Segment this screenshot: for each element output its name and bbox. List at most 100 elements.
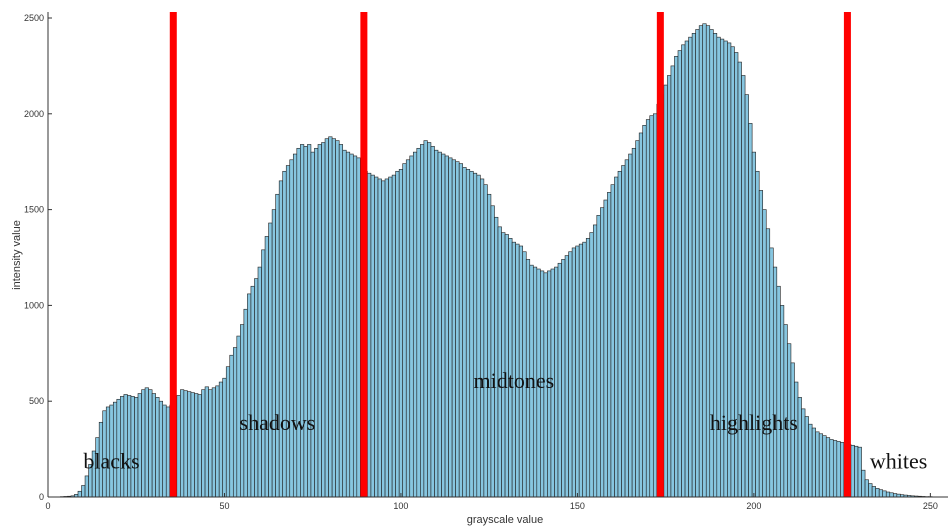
histogram-bar (758, 190, 764, 498)
histogram-bar (568, 251, 573, 498)
histogram-bar (367, 172, 372, 498)
histogram-bar (769, 247, 774, 498)
histogram-bar (614, 176, 619, 498)
histogram-bars (60, 23, 944, 498)
histogram-bar (578, 243, 584, 498)
histogram-bar (127, 395, 132, 498)
histogram-bar (487, 193, 492, 498)
x-tick-label: 250 (923, 501, 938, 511)
histogram-bar (635, 140, 640, 498)
histogram-bar (501, 232, 506, 498)
histogram-bar (409, 155, 414, 498)
histogram-bar (123, 394, 128, 498)
histogram-bar (243, 308, 248, 498)
histogram-bar (310, 151, 315, 498)
histogram-bar (751, 151, 756, 498)
histogram-bar (765, 228, 771, 498)
histogram-bar (585, 238, 591, 498)
histogram-bar (472, 172, 478, 498)
histogram-bar (391, 174, 396, 498)
histogram-bar (645, 119, 651, 498)
histogram-bar (462, 167, 467, 498)
histogram-bar (268, 222, 273, 498)
histogram-bar (405, 159, 411, 498)
histogram-bar (592, 224, 598, 498)
histogram-bar (469, 170, 474, 498)
x-tick-label: 200 (746, 501, 761, 511)
histogram-bar (575, 245, 580, 498)
histogram-bar (247, 293, 252, 498)
region-divider (656, 12, 664, 497)
histogram-bar (215, 385, 220, 498)
histogram-bar (885, 491, 891, 498)
y-tick-label: 1000 (24, 300, 44, 310)
histogram-bar (296, 147, 301, 498)
histogram-bar (261, 249, 266, 498)
histogram-bar (652, 113, 658, 498)
histogram-bar (321, 142, 326, 498)
histogram-bar (861, 469, 866, 498)
histogram-bar (120, 396, 125, 498)
histogram-bar (338, 144, 344, 498)
histogram-bar (762, 209, 767, 498)
histogram-bar (850, 444, 855, 498)
histogram-bar (607, 192, 612, 498)
histogram-bar (702, 23, 707, 498)
region-label-shadows: shadows (240, 410, 316, 435)
x-axis-label: grayscale value (467, 514, 543, 526)
histogram-bar (892, 493, 898, 498)
histogram-bar (663, 84, 668, 498)
histogram-bar (183, 390, 188, 498)
histogram-bar (455, 161, 460, 498)
histogram-bar (490, 205, 495, 498)
histogram-bar (589, 232, 594, 498)
histogram-bar (427, 142, 432, 498)
histogram-bar (582, 241, 587, 498)
histogram-bar (808, 423, 813, 498)
histogram-bar (430, 146, 435, 498)
histogram-bar (384, 178, 389, 498)
histogram-bar (437, 151, 442, 498)
histogram-bar (776, 285, 781, 498)
histogram-bar (857, 446, 862, 498)
histogram-bar (596, 215, 601, 498)
histogram-bar (264, 236, 269, 498)
histogram-bar (434, 149, 439, 498)
histogram-bar (423, 140, 428, 498)
histogram-bar (307, 144, 312, 498)
histogram-bar (864, 479, 869, 498)
y-tick-label: 2500 (24, 13, 44, 23)
histogram-bar (331, 138, 336, 498)
histogram-bar (649, 115, 654, 498)
histogram-bar (755, 170, 760, 498)
histogram-bar (504, 234, 509, 498)
histogram-bar (278, 180, 284, 498)
histogram-bar (300, 144, 305, 498)
histogram-bar (780, 305, 785, 498)
histogram-bar (381, 180, 386, 498)
histogram-bar (282, 170, 287, 498)
histogram-bar (151, 393, 156, 498)
histogram-bar (871, 486, 876, 498)
histogram-bar (628, 153, 633, 498)
histogram-bar (194, 393, 199, 498)
histogram-bar (289, 159, 294, 498)
histogram-bar (811, 427, 816, 498)
x-tick-label: 50 (219, 501, 229, 511)
histogram-bar (225, 366, 231, 498)
histogram-bar (395, 170, 400, 498)
histogram-bar (317, 144, 322, 498)
histogram-bar (670, 65, 675, 498)
histogram-bar (84, 475, 89, 498)
histogram-bar (698, 25, 704, 498)
region-divider (169, 12, 177, 497)
histogram-bar (882, 490, 887, 498)
y-axis-ticks: 0 500 1000 1500 2000 2500 (24, 13, 52, 502)
histogram-bar (571, 247, 576, 498)
histogram-bar (197, 394, 202, 498)
histogram-bar (476, 174, 481, 498)
histogram-bar (801, 408, 806, 498)
histogram-bar (691, 33, 696, 498)
histogram-bar (557, 262, 562, 498)
histogram-bar (303, 146, 308, 498)
